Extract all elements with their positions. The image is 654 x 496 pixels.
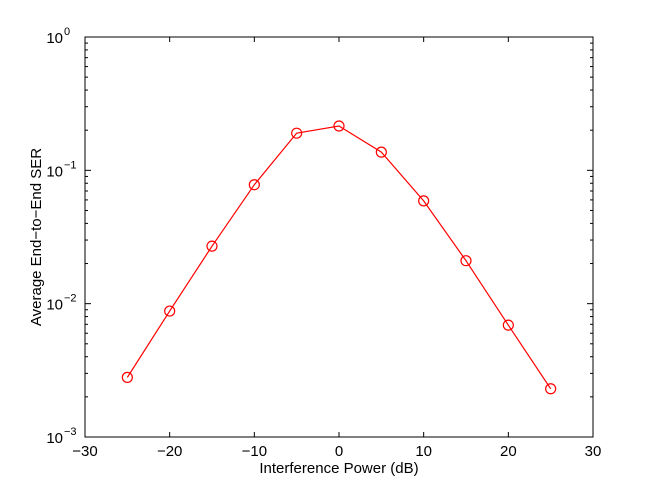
data-point	[248, 179, 260, 191]
x-tick-label: 0	[335, 443, 343, 460]
series-layer	[121, 120, 557, 395]
x-tick-label: 10	[415, 443, 432, 460]
x-tick-label: 30	[585, 443, 602, 460]
y-tick-label-exponent: −2	[64, 293, 77, 305]
data-point	[164, 305, 176, 317]
y-tick-label: 10	[46, 297, 63, 314]
y-tick-label-base: 10	[46, 297, 63, 314]
y-tick-label: 10	[46, 30, 63, 47]
y-tick-label-base: 10	[46, 430, 63, 447]
data-point	[333, 120, 345, 132]
x-tick-label: −20	[157, 443, 182, 460]
y-tick-label-exponent: −3	[64, 426, 77, 438]
data-point	[545, 383, 557, 395]
data-point	[502, 319, 514, 331]
y-tick-label: 10	[46, 163, 63, 180]
x-tick-label: −30	[72, 443, 97, 460]
y-tick-label-base: 10	[46, 163, 63, 180]
y-tick-label-exponent: 0	[64, 26, 70, 38]
y-axis-label: Average End−to−End SER	[28, 148, 45, 326]
x-tick-label: −10	[242, 443, 267, 460]
y-tick-label: 10	[46, 430, 63, 447]
data-point	[291, 127, 303, 139]
y-tick-label-base: 10	[46, 30, 63, 47]
data-point	[206, 240, 218, 252]
plot-area	[84, 36, 594, 438]
data-point	[121, 371, 133, 383]
y-tick-label-exponent: −1	[64, 159, 77, 171]
x-axis-label: Interference Power (dB)	[259, 460, 418, 477]
x-axis-ticks: −30 −20 −10 0 10 20 30	[72, 37, 601, 460]
data-point	[460, 255, 472, 267]
series-line	[126, 125, 552, 390]
data-point	[418, 195, 430, 207]
x-tick-label: 20	[500, 443, 517, 460]
data-point	[375, 146, 387, 158]
